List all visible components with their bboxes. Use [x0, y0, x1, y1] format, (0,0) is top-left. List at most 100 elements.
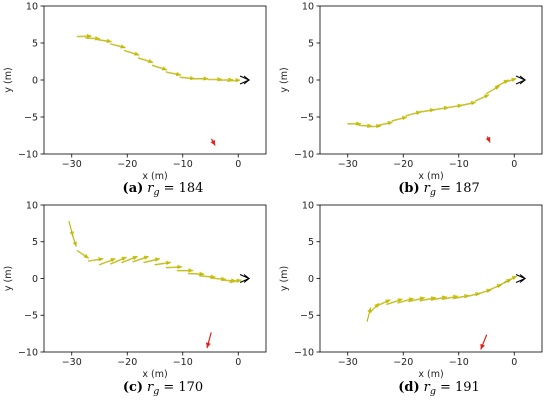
- caption-label: (d): [398, 380, 419, 395]
- trajectory-arrow-shadow: [179, 77, 195, 80]
- trajectory-arrow: [485, 85, 500, 94]
- x-tick-label: −20: [393, 357, 413, 368]
- x-tick-label: −20: [393, 159, 413, 170]
- trajectory-arrow-shadow: [405, 112, 421, 117]
- trajectory-arrow-shadow: [496, 279, 512, 288]
- x-tick-label: 0: [511, 159, 517, 170]
- end-marker-icon: [239, 75, 251, 85]
- y-tick-label: 5: [308, 38, 314, 49]
- arrow-field: [76, 33, 241, 146]
- arrow-field: [68, 220, 242, 349]
- caption-subscript: g: [153, 386, 159, 397]
- subplot-caption: (d) rg = 191: [398, 380, 480, 397]
- y-tick-label: 0: [32, 274, 38, 285]
- subplot-4: −30 −20 −10 0 −10 −5 0 5 10 x (m) y (m) (d) rg = 191: [279, 200, 543, 397]
- trajectory-arrow: [98, 258, 116, 266]
- caption-variable: r: [147, 181, 154, 196]
- arrow-field: [366, 275, 518, 350]
- trajectory-arrow-shadow: [227, 80, 240, 82]
- trajectory-arrow-shadow: [461, 102, 476, 107]
- y-tick-label: −10: [294, 149, 314, 160]
- y-tick-label: −5: [24, 112, 38, 123]
- y-tick-label: 0: [32, 75, 38, 86]
- caption-subscript: g: [430, 386, 436, 397]
- trajectory-arrow-shadow: [154, 262, 171, 266]
- trajectory-arrow-shadow: [375, 300, 391, 308]
- trajectory-arrow: [391, 115, 408, 122]
- goal-arrow: [210, 138, 216, 146]
- trajectory-arrow-shadow: [378, 122, 393, 127]
- trajectory-arrow: [123, 49, 140, 56]
- goal-arrow: [485, 136, 491, 143]
- y-tick-label: −5: [300, 112, 314, 123]
- end-marker-icon: [239, 273, 251, 284]
- caption-label: (a): [123, 181, 144, 196]
- x-tick-label: −30: [62, 357, 82, 368]
- y-tick-label: 10: [302, 1, 314, 12]
- trajectory-arrow-shadow: [188, 273, 204, 276]
- arrow-field: [347, 77, 517, 143]
- caption-subscript: g: [430, 187, 436, 198]
- trajectory-arrow-shadow: [88, 259, 103, 262]
- caption-variable: r: [424, 181, 431, 196]
- trajectory-arrow: [374, 299, 391, 307]
- trajectory-arrow: [76, 250, 89, 259]
- trajectory-arrow: [76, 33, 92, 39]
- caption-value: = 170: [163, 380, 203, 395]
- x-tick-label: −30: [338, 159, 358, 170]
- trajectory-arrow: [137, 57, 154, 64]
- y-tick-label: 10: [302, 200, 314, 211]
- subplot-1: −30 −20 −10 0 −10 −5 0 5 10 x (m) y (m) (a) rg = 184: [3, 1, 267, 198]
- y-tick-label: −5: [24, 311, 38, 322]
- trajectory-arrow: [405, 110, 422, 117]
- y-tick-label: 0: [308, 274, 314, 285]
- trajectory-arrow-shadow: [419, 298, 436, 302]
- y-axis-label: y (m): [279, 67, 290, 92]
- axes-frame: [319, 204, 543, 353]
- x-tick-label: 0: [235, 159, 241, 170]
- trajectory-arrow: [193, 76, 209, 81]
- y-tick-label: −10: [18, 347, 38, 358]
- x-tick-label: 0: [235, 357, 241, 368]
- end-marker-icon: [515, 273, 527, 284]
- x-tick-label: −20: [117, 357, 137, 368]
- y-tick-label: 5: [32, 38, 38, 49]
- subplot-caption: (c) rg = 170: [123, 380, 203, 397]
- y-tick-label: 10: [26, 1, 38, 12]
- trajectory-arrow-shadow: [392, 117, 407, 122]
- trajectory-arrow-shadow: [419, 110, 435, 113]
- trajectory-arrow-shadow: [229, 280, 242, 284]
- caption-subscript: g: [154, 187, 160, 198]
- x-tick-label: −10: [173, 159, 193, 170]
- trajectory-arrow-shadow: [504, 276, 517, 284]
- y-axis-label: y (m): [3, 266, 14, 291]
- trajectory-arrow-shadow: [408, 298, 425, 303]
- x-axis-label: x (m): [142, 369, 167, 380]
- trajectory-arrow: [503, 77, 517, 83]
- y-tick-label: −10: [294, 347, 314, 358]
- x-tick-label: −10: [449, 357, 469, 368]
- subplot-2: −30 −20 −10 0 −10 −5 0 5 10 x (m) y (m) (b) rg = 187: [279, 1, 543, 198]
- trajectory-arrow-shadow: [96, 39, 112, 43]
- x-axis-label: x (m): [418, 171, 443, 182]
- trajectory-arrow-shadow: [121, 257, 138, 264]
- caption-label: (c): [123, 380, 143, 395]
- trajectory-arrow: [132, 255, 149, 263]
- trajectory-arrow-shadow: [143, 259, 160, 264]
- trajectory-arrow: [176, 268, 194, 273]
- subplot-3: −30 −20 −10 0 −10 −5 0 5 10 x (m) y (m) (c) rg = 170: [3, 200, 267, 397]
- trajectory-arrow-shadow: [77, 251, 89, 259]
- x-tick-label: −30: [338, 357, 358, 368]
- y-tick-label: 0: [308, 75, 314, 86]
- caption-variable: r: [147, 380, 154, 395]
- caption-label: (b): [398, 181, 419, 196]
- trajectory-arrow-shadow: [99, 259, 116, 266]
- trajectory-arrow-shadow: [152, 65, 167, 71]
- goal-arrow: [205, 332, 212, 349]
- y-axis-label: y (m): [3, 67, 14, 92]
- trajectory-arrow-shadow: [138, 58, 153, 64]
- y-tick-label: −10: [18, 149, 38, 160]
- end-marker-icon: [515, 75, 527, 85]
- trajectory-arrow-shadow: [367, 126, 381, 128]
- trajectory-arrow-shadow: [397, 298, 414, 304]
